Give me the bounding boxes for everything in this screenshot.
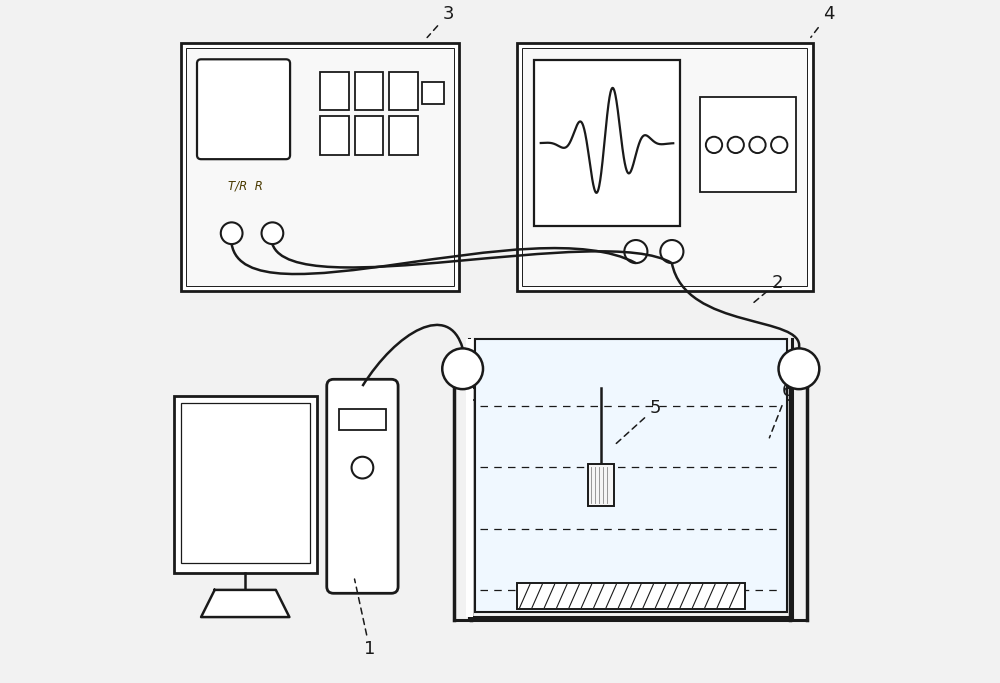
Polygon shape — [201, 590, 289, 617]
Bar — [181, 43, 459, 291]
Bar — [422, 82, 444, 104]
Bar — [517, 43, 813, 291]
Bar — [339, 408, 386, 430]
Bar — [174, 396, 317, 573]
Bar — [534, 60, 680, 227]
Text: 4: 4 — [811, 5, 834, 38]
Bar — [517, 583, 745, 609]
Text: T/R  R: T/R R — [228, 179, 263, 192]
Bar — [320, 116, 349, 155]
Bar — [588, 464, 614, 506]
Circle shape — [442, 348, 483, 389]
Circle shape — [728, 137, 744, 153]
Circle shape — [352, 457, 373, 479]
Bar — [522, 48, 807, 285]
Text: 3: 3 — [427, 5, 454, 38]
Circle shape — [779, 348, 819, 389]
Circle shape — [749, 137, 766, 153]
Bar — [320, 72, 349, 110]
Text: 2: 2 — [753, 274, 783, 303]
Circle shape — [660, 240, 683, 263]
FancyBboxPatch shape — [327, 379, 398, 594]
Text: 6: 6 — [769, 382, 793, 438]
Bar — [389, 72, 418, 110]
Text: 5: 5 — [614, 400, 661, 445]
Bar — [389, 116, 418, 155]
Circle shape — [706, 137, 722, 153]
Bar — [355, 72, 383, 110]
Circle shape — [262, 223, 283, 244]
Bar — [186, 48, 454, 285]
Polygon shape — [466, 339, 473, 617]
Circle shape — [221, 223, 243, 244]
Bar — [355, 116, 383, 155]
Bar — [700, 98, 796, 193]
FancyBboxPatch shape — [197, 59, 290, 159]
Text: 1: 1 — [355, 579, 376, 658]
Bar — [181, 403, 310, 563]
Circle shape — [624, 240, 647, 263]
Circle shape — [771, 137, 787, 153]
Bar — [475, 339, 787, 612]
